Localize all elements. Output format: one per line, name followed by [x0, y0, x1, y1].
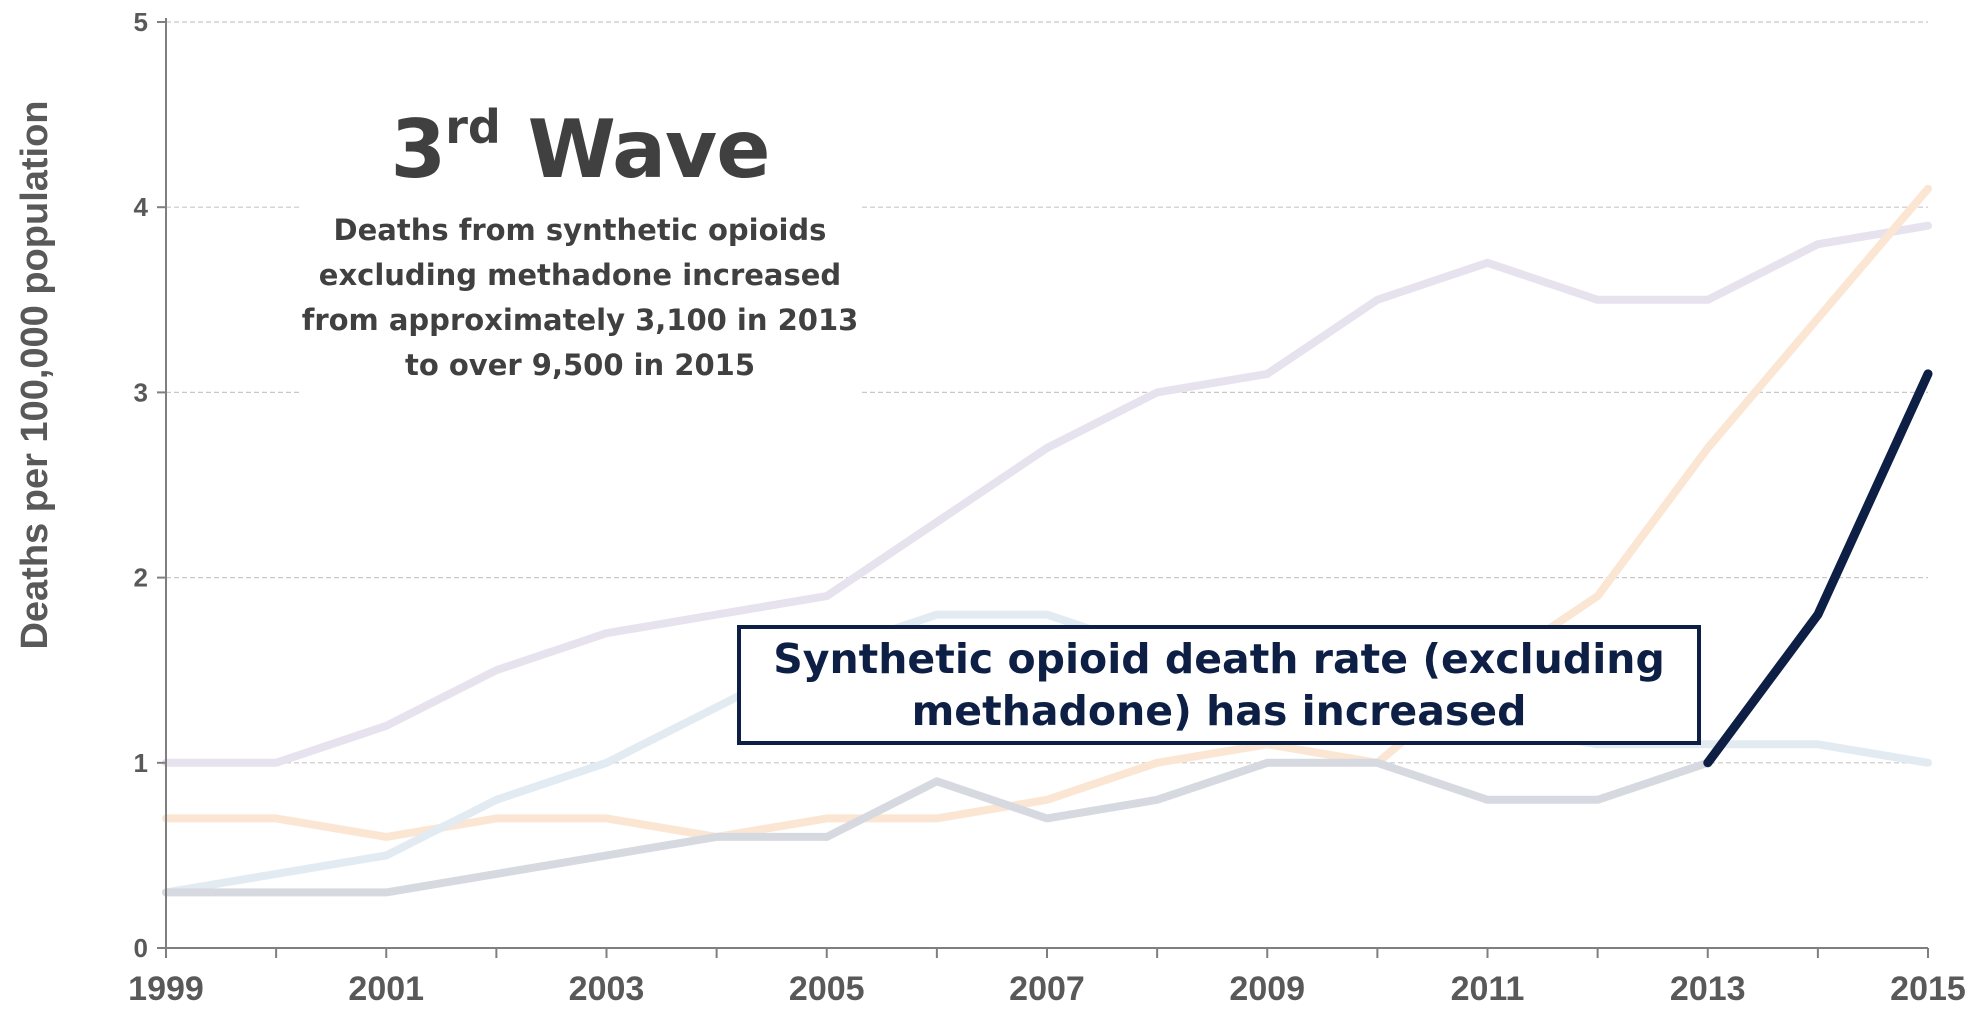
y-axis-label: Deaths per 100,000 population: [14, 100, 56, 649]
third-wave-panel: 3rd Wave Deaths from synthetic opioids e…: [300, 100, 860, 400]
series-line-3: [162, 758, 1712, 897]
series-line-4: [1703, 369, 1933, 768]
series-line-0: [162, 221, 1932, 767]
wave-description: Deaths from synthetic opioids excluding …: [301, 213, 859, 382]
wave-title: 3rd Wave: [300, 104, 860, 190]
x-tick-label-1: 2001: [348, 970, 424, 1008]
wave-title-number: 3: [390, 103, 447, 196]
wave-title-word: Wave: [500, 103, 771, 196]
x-tick-label-4: 2007: [1009, 970, 1085, 1008]
tick-labels: 0 1 2 3 4 5 1999 2001 2003 2005 2007 2009 2011 2013 20…: [128, 7, 1966, 1008]
x-tick-label-7: 2013: [1670, 970, 1746, 1008]
y-tick-label-5: 5: [134, 7, 148, 37]
x-tick-label-8: 2015: [1890, 970, 1966, 1008]
gridlines: [166, 21, 1928, 764]
y-tick-label-1: 1: [134, 748, 148, 778]
y-tick-label-2: 2: [134, 563, 148, 593]
callout-box: Synthetic opioid death rate (excluding m…: [737, 625, 1701, 745]
axes: [157, 18, 1929, 958]
x-tick-label-5: 2009: [1229, 970, 1305, 1008]
series-line-1: [162, 184, 1932, 841]
y-tick-label-4: 4: [134, 192, 149, 222]
x-tick-label-3: 2005: [789, 970, 865, 1008]
x-tick-label-2: 2003: [569, 970, 645, 1008]
y-tick-label-3: 3: [134, 377, 148, 407]
x-tick-label-0: 1999: [128, 970, 204, 1008]
wave-title-ordinal: rd: [445, 100, 501, 154]
x-tick-label-6: 2011: [1451, 970, 1525, 1008]
y-tick-label-0: 0: [134, 933, 148, 963]
